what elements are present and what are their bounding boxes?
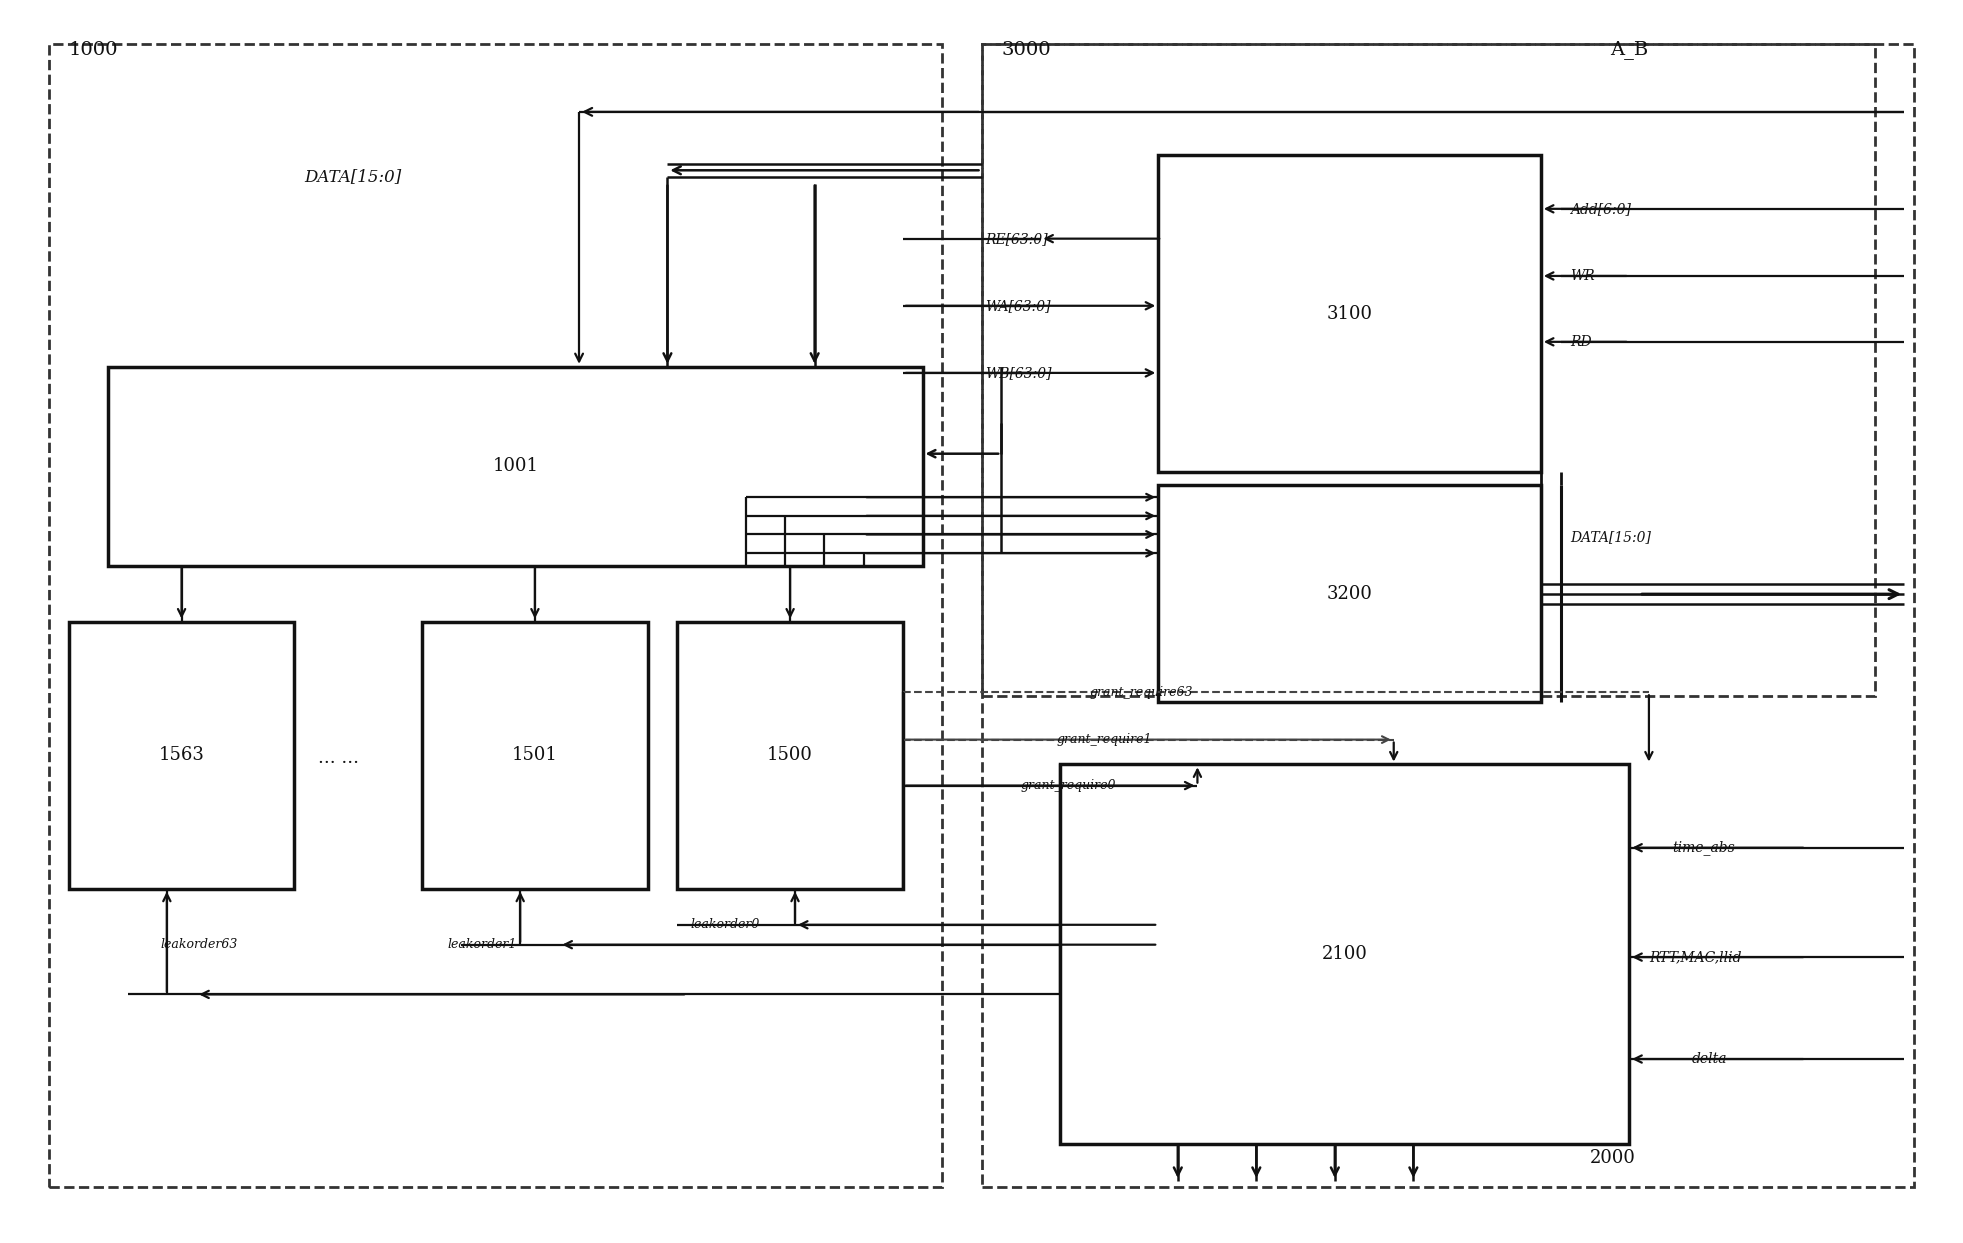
Text: A_B: A_B (1610, 40, 1647, 60)
Text: leakorder0: leakorder0 (691, 919, 760, 931)
Text: 1501: 1501 (512, 746, 557, 764)
Text: grant_require1: grant_require1 (1056, 733, 1152, 746)
Text: DATA[15:0]: DATA[15:0] (1570, 530, 1651, 544)
Text: RD: RD (1570, 334, 1592, 349)
FancyBboxPatch shape (422, 622, 648, 889)
FancyBboxPatch shape (108, 367, 923, 566)
FancyBboxPatch shape (677, 622, 903, 889)
Text: WR: WR (1570, 268, 1596, 283)
Text: 1001: 1001 (493, 457, 538, 475)
Text: DATA[15:0]: DATA[15:0] (304, 168, 402, 185)
Text: WA[63:0]: WA[63:0] (985, 298, 1050, 313)
Text: 1563: 1563 (159, 746, 204, 764)
Text: 3000: 3000 (1001, 41, 1050, 58)
Text: Add[6:0]: Add[6:0] (1570, 201, 1631, 216)
Text: RTT,MAC,llid: RTT,MAC,llid (1649, 950, 1741, 965)
Text: 3100: 3100 (1327, 305, 1372, 323)
Text: 2100: 2100 (1321, 945, 1368, 963)
Text: leakorder1: leakorder1 (448, 938, 516, 951)
Text: 2000: 2000 (1590, 1150, 1635, 1167)
Text: delta: delta (1692, 1052, 1727, 1066)
Text: grant_require63: grant_require63 (1089, 686, 1194, 699)
Text: 3200: 3200 (1327, 584, 1372, 603)
Text: time_abs: time_abs (1672, 840, 1735, 855)
Text: 1500: 1500 (768, 746, 813, 764)
FancyBboxPatch shape (69, 622, 294, 889)
Text: 1000: 1000 (69, 41, 118, 58)
Text: RE[63:0]: RE[63:0] (985, 231, 1048, 246)
FancyBboxPatch shape (1158, 485, 1541, 702)
Text: grant_require0: grant_require0 (1021, 779, 1117, 792)
Text: leakorder63: leakorder63 (161, 938, 238, 951)
Text: WB[63:0]: WB[63:0] (985, 365, 1052, 380)
FancyBboxPatch shape (1158, 155, 1541, 472)
Text: ... ...: ... ... (318, 750, 359, 767)
FancyBboxPatch shape (1060, 764, 1629, 1144)
